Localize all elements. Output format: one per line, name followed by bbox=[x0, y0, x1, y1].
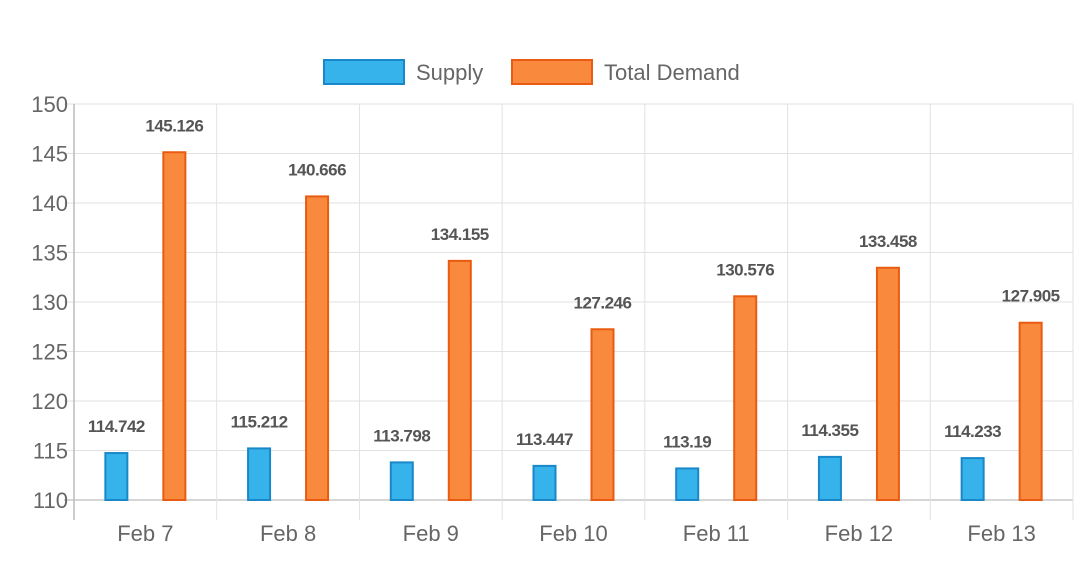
x-tick-label: Feb 8 bbox=[260, 521, 316, 546]
y-tick-label: 130 bbox=[31, 290, 68, 315]
y-tick-label: 145 bbox=[31, 142, 68, 167]
x-tick-label: Feb 12 bbox=[825, 521, 894, 546]
y-tick-label: 150 bbox=[31, 92, 68, 117]
y-tick-label: 120 bbox=[31, 389, 68, 414]
legend-swatch-total-demand bbox=[511, 59, 593, 85]
data-label: 134.155 bbox=[431, 225, 489, 244]
legend-label: Total Demand bbox=[604, 60, 740, 85]
y-tick-label: 115 bbox=[33, 439, 68, 464]
data-label: 113.798 bbox=[373, 426, 430, 445]
y-tick-label: 140 bbox=[31, 191, 68, 216]
y-tick-label: 125 bbox=[31, 340, 68, 365]
bar-supply bbox=[104, 452, 129, 501]
bar-total-demand bbox=[875, 266, 900, 502]
bar-total-demand bbox=[733, 295, 758, 501]
data-label: 127.246 bbox=[574, 293, 632, 312]
data-label: 140.666 bbox=[288, 160, 346, 179]
bar-supply bbox=[960, 457, 985, 501]
bar-supply bbox=[247, 447, 272, 502]
bar-supply bbox=[675, 467, 700, 502]
legend-swatch-supply bbox=[323, 59, 405, 85]
data-label: 145.126 bbox=[145, 116, 203, 135]
data-label: 114.233 bbox=[944, 422, 1001, 441]
data-label: 113.19 bbox=[663, 432, 711, 451]
data-label: 115.212 bbox=[231, 412, 288, 431]
x-tick-label: Feb 9 bbox=[403, 521, 459, 546]
x-tick-label: Feb 13 bbox=[967, 521, 1036, 546]
data-label: 114.742 bbox=[88, 417, 145, 436]
bar-total-demand bbox=[1018, 321, 1043, 502]
bar-total-demand bbox=[162, 151, 187, 501]
bar-total-demand bbox=[305, 195, 330, 502]
x-tick-label: Feb 7 bbox=[117, 521, 173, 546]
bar-supply bbox=[389, 461, 414, 502]
x-tick-label: Feb 10 bbox=[539, 521, 608, 546]
y-tick-label: 135 bbox=[31, 241, 68, 266]
y-tick-label: 110 bbox=[33, 488, 68, 513]
bar-total-demand bbox=[447, 259, 472, 502]
data-label: 127.905 bbox=[1002, 287, 1060, 306]
data-label: 114.355 bbox=[801, 421, 858, 440]
legend-label: Supply bbox=[416, 60, 483, 85]
x-tick-label: Feb 11 bbox=[683, 521, 750, 546]
bar-supply bbox=[817, 455, 842, 501]
data-label: 130.576 bbox=[716, 260, 774, 279]
bar-supply bbox=[532, 464, 557, 501]
data-label: 133.458 bbox=[859, 232, 917, 251]
data-label: 113.447 bbox=[516, 430, 573, 449]
bar-total-demand bbox=[590, 328, 615, 501]
